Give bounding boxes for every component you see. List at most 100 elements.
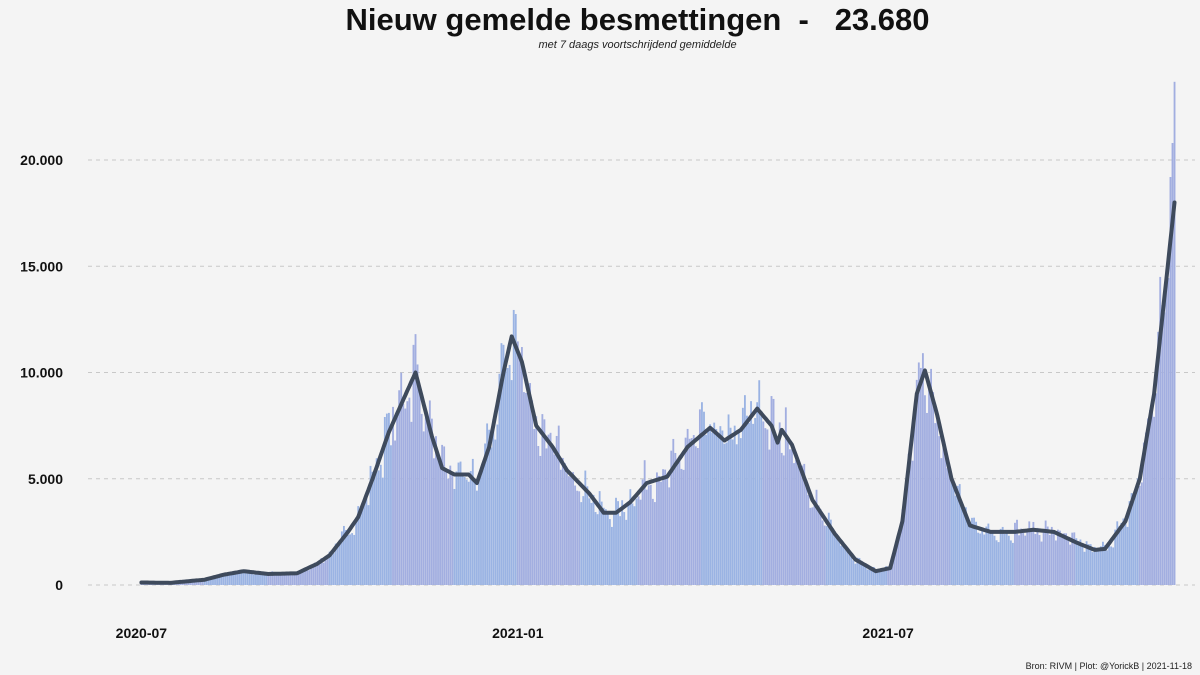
daily-bar — [727, 414, 730, 585]
daily-bar — [1073, 532, 1076, 585]
daily-bar — [940, 458, 943, 585]
daily-bar — [588, 498, 591, 585]
daily-bar — [746, 415, 748, 585]
daily-bar — [1110, 546, 1113, 585]
daily-bar — [932, 392, 935, 585]
daily-bar — [390, 445, 392, 585]
daily-bar — [629, 489, 632, 585]
daily-bar — [1106, 550, 1108, 585]
daily-bar — [1022, 532, 1025, 585]
daily-bar — [1091, 552, 1094, 585]
y-axis-ticks: 0 5.000 10.000 15.000 20.000 — [20, 152, 63, 593]
daily-bar — [1169, 177, 1172, 585]
daily-bar — [921, 353, 924, 585]
daily-bar — [242, 569, 245, 585]
daily-bar — [420, 413, 423, 585]
daily-bar — [983, 534, 986, 585]
daily-bar — [574, 485, 577, 585]
daily-bar — [1134, 491, 1137, 585]
daily-bar — [791, 449, 793, 585]
daily-bar — [786, 437, 789, 585]
daily-bar — [578, 491, 581, 585]
daily-bar — [1071, 532, 1074, 585]
daily-bar — [324, 560, 327, 585]
daily-bar — [205, 578, 208, 585]
daily-bar — [936, 419, 939, 585]
daily-bars — [140, 81, 1176, 586]
daily-bar — [506, 368, 509, 585]
daily-bar — [989, 531, 992, 585]
daily-bar — [895, 544, 898, 585]
daily-bar — [991, 532, 994, 585]
daily-bar — [760, 410, 763, 585]
daily-bar — [924, 395, 926, 585]
daily-bar — [590, 502, 593, 585]
daily-bar — [1102, 541, 1104, 585]
daily-bar — [868, 568, 871, 585]
daily-bar — [279, 574, 282, 585]
daily-bar — [576, 490, 579, 585]
daily-bar — [660, 481, 662, 585]
daily-bar — [359, 513, 362, 585]
daily-bar — [236, 573, 239, 585]
daily-bar — [819, 509, 822, 585]
daily-bar — [441, 444, 444, 585]
daily-bar — [322, 562, 325, 585]
daily-bar — [1003, 533, 1006, 585]
daily-bar — [488, 429, 491, 585]
daily-bar — [966, 521, 969, 585]
daily-bar — [893, 550, 896, 585]
daily-bar — [316, 564, 319, 585]
daily-bar — [905, 493, 908, 585]
chart-title: Nieuw gemelde besmettingen - 23.680 — [345, 2, 930, 37]
daily-bar — [666, 478, 669, 585]
daily-bar — [1050, 526, 1053, 585]
daily-bar — [418, 390, 421, 585]
daily-bar — [373, 472, 376, 585]
daily-bar — [1001, 526, 1004, 585]
daily-bar — [1081, 546, 1084, 585]
daily-bar — [764, 428, 767, 585]
daily-bar — [580, 502, 583, 585]
daily-bar — [858, 558, 861, 585]
daily-bar — [1067, 540, 1070, 585]
daily-bar — [748, 422, 750, 585]
daily-bar — [600, 501, 603, 585]
daily-bar — [207, 579, 210, 585]
daily-bar — [437, 455, 439, 585]
daily-bar — [549, 432, 552, 585]
daily-bar — [226, 574, 229, 585]
daily-bar — [1142, 442, 1145, 585]
daily-bar — [365, 498, 368, 585]
daily-bar — [295, 574, 298, 585]
daily-bar — [473, 479, 476, 585]
daily-bar — [457, 462, 460, 585]
daily-bar — [1077, 541, 1080, 585]
daily-bar — [979, 533, 982, 585]
daily-bar — [846, 547, 849, 585]
daily-bar — [919, 367, 922, 585]
daily-bar — [1059, 530, 1061, 585]
daily-bar — [997, 542, 1000, 585]
daily-bar — [864, 563, 867, 585]
daily-bar — [999, 528, 1002, 585]
daily-bar — [809, 507, 812, 585]
daily-bar — [960, 504, 963, 585]
daily-bar — [915, 379, 918, 585]
daily-bar — [762, 421, 765, 585]
daily-bar — [647, 485, 650, 585]
daily-bar — [1038, 535, 1041, 585]
daily-bar — [1116, 521, 1119, 585]
daily-bar — [844, 546, 847, 585]
daily-bar — [1040, 541, 1043, 585]
daily-bar — [1153, 416, 1156, 585]
daily-bar — [664, 469, 667, 585]
daily-bar — [400, 372, 403, 585]
daily-bar — [285, 571, 288, 585]
daily-bar — [801, 465, 804, 585]
daily-bar — [523, 392, 525, 585]
daily-bar — [332, 553, 335, 585]
daily-bar — [265, 574, 268, 585]
daily-bar — [512, 309, 515, 585]
